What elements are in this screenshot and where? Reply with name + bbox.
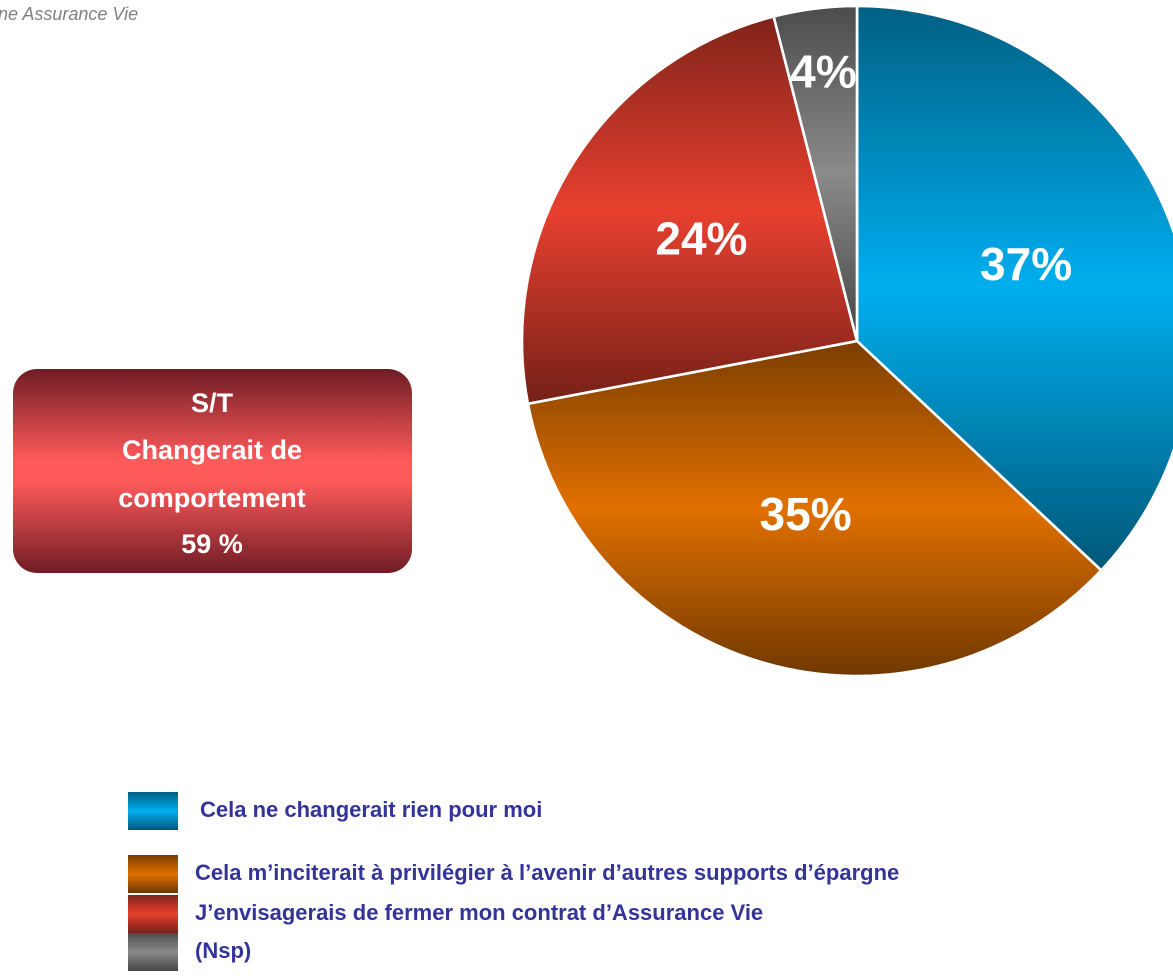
legend-swatch-shade bbox=[128, 933, 178, 971]
summary-box bbox=[13, 369, 412, 573]
summary-line: 59 % bbox=[181, 529, 243, 559]
slice-shade bbox=[520, 15, 859, 406]
slice-shade bbox=[526, 339, 1103, 678]
legend-label: (Nsp) bbox=[195, 938, 251, 963]
summary-line: S/T bbox=[191, 388, 234, 418]
header-text: ne Assurance Vie bbox=[0, 4, 138, 24]
slice-label: 37% bbox=[980, 238, 1072, 290]
slice-shade bbox=[855, 4, 1173, 573]
slice-shade bbox=[772, 4, 859, 342]
legend-label: Cela ne changerait rien pour moi bbox=[200, 797, 542, 822]
slice-label: 24% bbox=[655, 212, 747, 264]
legend-swatch-shade bbox=[128, 792, 178, 830]
slice-label: 35% bbox=[760, 488, 852, 540]
legend-label: J’envisagerais de fermer mon contrat d’A… bbox=[195, 900, 763, 925]
summary-line: comportement bbox=[118, 483, 306, 513]
legend-swatch-shade bbox=[128, 855, 178, 893]
summary-line: Changerait de bbox=[122, 435, 302, 465]
legend-swatch-shade bbox=[128, 895, 178, 933]
slice-label: 4% bbox=[790, 45, 856, 97]
legend-label: Cela m’inciterait à privilégier à l’aven… bbox=[195, 860, 899, 885]
